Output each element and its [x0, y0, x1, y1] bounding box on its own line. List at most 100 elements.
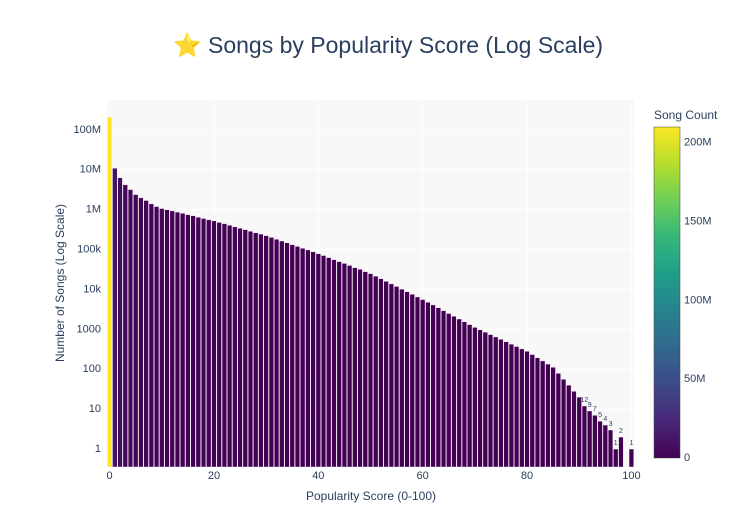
bar: [409, 294, 415, 468]
x-tick-label: 60: [417, 470, 429, 482]
bar: [237, 228, 243, 468]
bar: [242, 229, 248, 468]
bar: [357, 269, 363, 468]
bar: [472, 327, 478, 468]
bar: [138, 197, 144, 468]
bar: [159, 208, 165, 468]
bar: [117, 177, 123, 468]
x-tick-label: 80: [521, 470, 533, 482]
bar: [498, 339, 504, 468]
bar: [190, 215, 196, 468]
bar: [503, 341, 509, 468]
bar: [524, 351, 530, 468]
bar: [399, 288, 405, 468]
bar: [597, 420, 603, 468]
bar: [425, 301, 431, 468]
bar: [618, 436, 624, 468]
colorbar-tick-label: 200M: [684, 137, 712, 149]
bar: [493, 336, 499, 468]
bar: [534, 357, 541, 468]
bar: [279, 240, 285, 468]
data-label: 9: [588, 402, 592, 409]
bar: [550, 367, 556, 468]
bar: [211, 220, 217, 468]
y-tick-label: 1M: [86, 204, 101, 216]
bar: [435, 307, 441, 468]
bar: [404, 291, 410, 468]
y-tick-label: 100k: [77, 243, 101, 255]
bar: [169, 210, 175, 468]
bar: [341, 263, 347, 468]
bar: [206, 219, 212, 468]
bar: [555, 373, 561, 468]
bar: [331, 259, 337, 468]
x-tick-label: 100: [622, 470, 640, 482]
bar: [300, 248, 306, 468]
bar: [461, 321, 467, 468]
bar: [414, 296, 421, 468]
bar: [320, 255, 327, 468]
bar: [232, 226, 238, 468]
bar: [519, 348, 525, 468]
colorbar-tick-label: 100M: [684, 294, 712, 306]
bar: [514, 346, 520, 468]
bar: [388, 283, 394, 468]
y-tick-label: 100M: [73, 124, 101, 136]
x-tick-label: 40: [312, 470, 324, 482]
bar: [477, 329, 483, 468]
bar: [305, 249, 311, 468]
bar: [378, 278, 384, 468]
bar: [446, 313, 452, 468]
bar: [154, 206, 160, 468]
bar: [420, 299, 426, 468]
bar: [607, 429, 614, 468]
bar: [383, 281, 389, 468]
bar: [315, 253, 321, 468]
x-axis-label: Popularity Score (0-100): [306, 489, 436, 503]
bar: [216, 222, 222, 468]
bar: [430, 304, 436, 468]
bar: [482, 331, 488, 468]
data-label: 12: [581, 397, 589, 404]
bar: [529, 354, 535, 468]
bar: [451, 315, 457, 468]
bar: [362, 271, 368, 468]
y-tick-label: 10: [89, 403, 101, 415]
bar: [258, 233, 264, 468]
bar: [571, 391, 577, 468]
y-tick-label: 10M: [80, 164, 101, 176]
bar: [112, 167, 118, 468]
y-tick-label: 100: [83, 363, 101, 375]
bar: [456, 318, 462, 468]
bar: [200, 218, 207, 468]
bar: [441, 310, 447, 468]
colorbar-title: Song Count: [654, 108, 718, 122]
colorbar: [653, 126, 681, 459]
bar: [613, 448, 619, 468]
chart-title: ⭐ Songs by Popularity Score (Log Scale): [173, 32, 603, 58]
bar: [566, 384, 572, 468]
bar: [545, 363, 551, 468]
bar: [587, 410, 593, 468]
bar: [467, 324, 473, 468]
bar: [628, 448, 634, 468]
data-label: 5: [598, 412, 602, 419]
y-tick-label: 1: [95, 443, 101, 455]
bar: [263, 235, 269, 468]
bar: [487, 334, 494, 468]
y-axis-label: Number of Songs (Log Scale): [53, 204, 67, 362]
bar: [576, 396, 582, 468]
bar: [561, 379, 567, 468]
y-tick-label: 10k: [83, 283, 101, 295]
bar: [326, 257, 332, 468]
x-tick-label: 20: [208, 470, 220, 482]
bar: [373, 275, 379, 468]
bar: [347, 265, 353, 468]
bar: [294, 246, 300, 468]
bar: [107, 116, 113, 468]
data-label: 7: [593, 406, 597, 413]
bar: [284, 242, 290, 468]
bar: [133, 194, 139, 468]
bar: [289, 244, 295, 468]
bar: [336, 261, 342, 468]
